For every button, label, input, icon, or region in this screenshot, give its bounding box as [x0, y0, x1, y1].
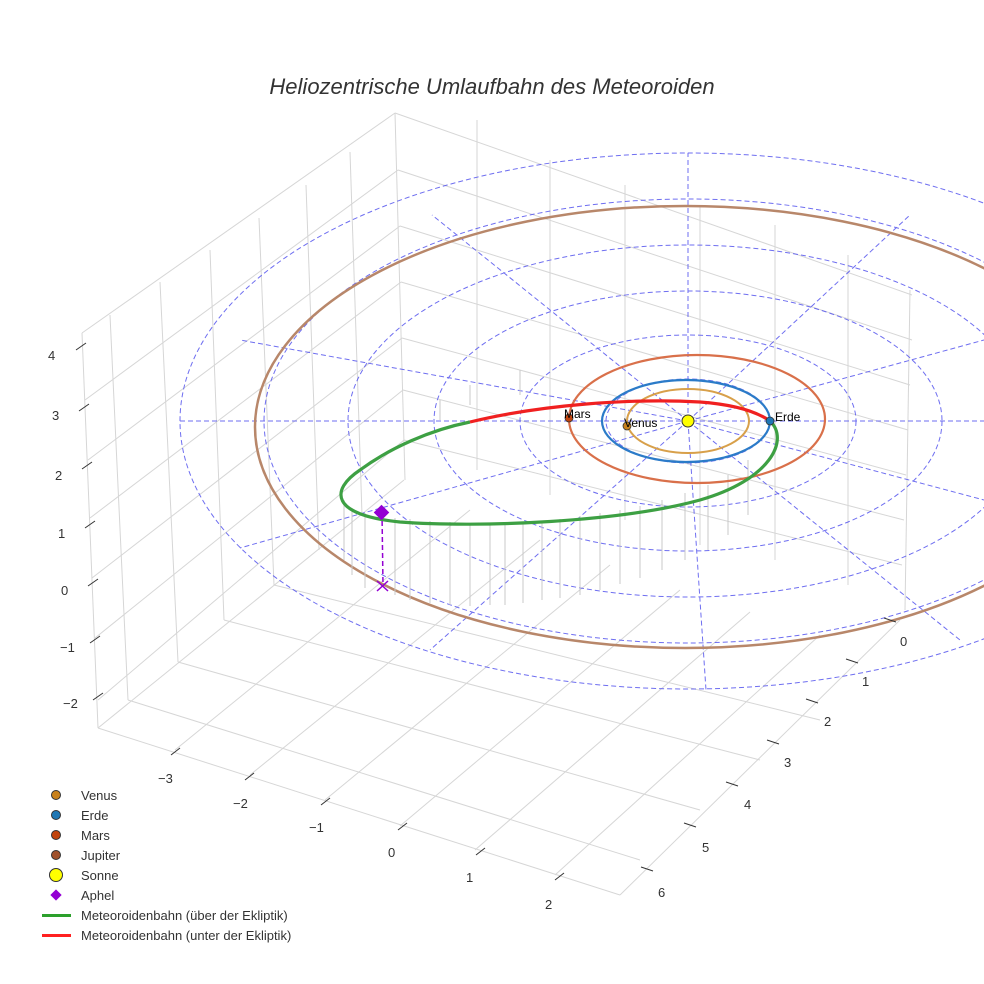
- sun-marker[interactable]: [681, 414, 695, 428]
- svg-text:0: 0: [900, 634, 907, 649]
- svg-text:0: 0: [388, 845, 395, 860]
- y-axis: [640, 617, 897, 872]
- venus-label: Venus: [624, 416, 657, 430]
- mars-marker[interactable]: [564, 413, 574, 423]
- svg-text:−1: −1: [60, 640, 75, 655]
- legend-item-sonne[interactable]: Sonne: [36, 865, 291, 885]
- aphel-projection-x-icon: [376, 580, 389, 592]
- sun-dot-icon: [49, 868, 63, 882]
- svg-text:2: 2: [824, 714, 831, 729]
- svg-text:−2: −2: [233, 796, 248, 811]
- earth-dot-icon: [51, 810, 61, 820]
- legend-item-aphel[interactable]: Aphel: [36, 885, 291, 905]
- legend-item-jupiter[interactable]: Jupiter: [36, 845, 291, 865]
- z-axis: [75, 342, 104, 701]
- projection-drop-lines: [343, 370, 749, 606]
- meteoroid-orbit-above: [339, 419, 779, 526]
- svg-text:−2: −2: [63, 696, 78, 711]
- legend-item-orbit-below[interactable]: Meteoroidenbahn (unter der Ekliptik): [36, 925, 291, 945]
- x-axis-labels: −3 −2 −1 0 1 2: [158, 771, 552, 912]
- svg-text:2: 2: [545, 897, 552, 912]
- green-line-icon: [41, 913, 71, 917]
- aphel-drop-line: [381, 512, 384, 586]
- z-axis-labels: 4 3 2 1 0 −1 −2: [48, 348, 78, 711]
- diamond-icon: [50, 889, 62, 901]
- red-line-icon: [41, 933, 71, 937]
- jupiter-dot-icon: [51, 850, 61, 860]
- chart-title: Heliozentrische Umlaufbahn des Meteoroid…: [269, 74, 715, 99]
- axis-box-grid: [81, 112, 913, 896]
- svg-text:3: 3: [52, 408, 59, 423]
- legend-item-mars[interactable]: Mars: [36, 825, 291, 845]
- svg-text:4: 4: [48, 348, 55, 363]
- legend: Venus Erde Mars Jupiter Sonne Aphel Mete…: [36, 785, 291, 945]
- mars-label: Mars: [564, 407, 591, 421]
- jupiter-orbit: [253, 204, 984, 650]
- legend-item-orbit-above[interactable]: Meteoroidenbahn (über der Ekliptik): [36, 905, 291, 925]
- earth-label: Erde: [775, 410, 801, 424]
- y-axis-labels: 0 1 2 3 4 5 6: [658, 634, 907, 900]
- svg-text:−3: −3: [158, 771, 173, 786]
- venus-orbit: [626, 388, 750, 454]
- svg-text:5: 5: [702, 840, 709, 855]
- mars-dot-icon: [51, 830, 61, 840]
- meteoroid-orbit-below: [469, 399, 771, 424]
- x-axis: [170, 747, 565, 881]
- svg-text:2: 2: [55, 468, 62, 483]
- svg-text:1: 1: [862, 674, 869, 689]
- svg-text:4: 4: [744, 797, 751, 812]
- svg-text:1: 1: [58, 526, 65, 541]
- legend-item-venus[interactable]: Venus: [36, 785, 291, 805]
- svg-text:0: 0: [61, 583, 68, 598]
- venus-marker[interactable]: [622, 421, 632, 431]
- svg-text:1: 1: [466, 870, 473, 885]
- svg-text:3: 3: [784, 755, 791, 770]
- ecliptic-polar-grid: [179, 152, 984, 691]
- svg-text:6: 6: [658, 885, 665, 900]
- legend-item-erde[interactable]: Erde: [36, 805, 291, 825]
- venus-dot-icon: [51, 790, 61, 800]
- svg-text:−1: −1: [309, 820, 324, 835]
- earth-marker[interactable]: [765, 416, 775, 426]
